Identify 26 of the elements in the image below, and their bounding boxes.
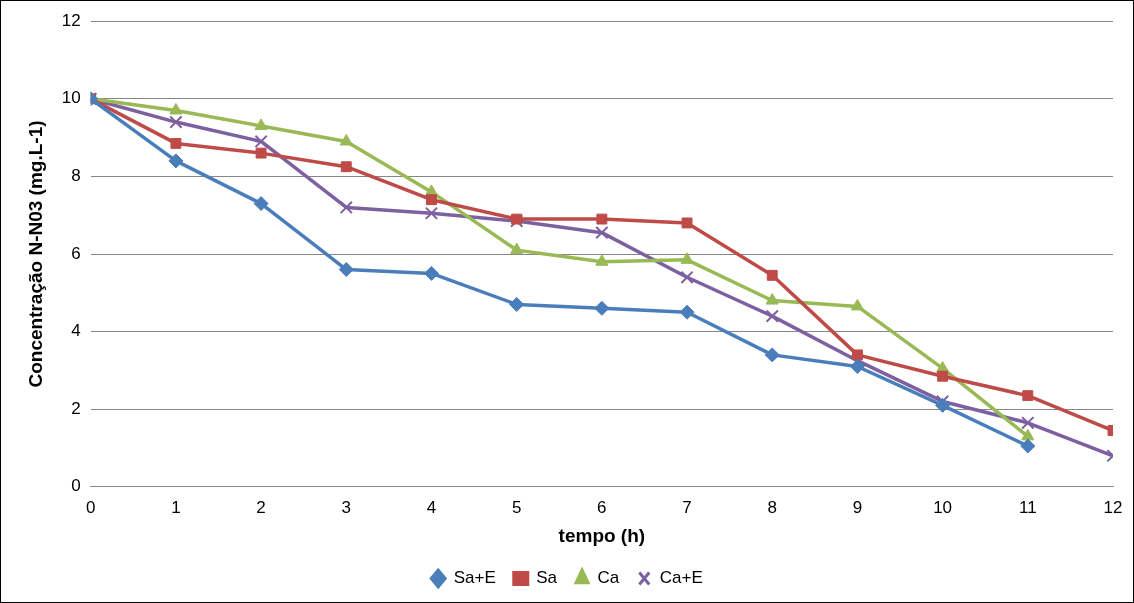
y-tick-label: 0 [71,476,81,496]
x-tick-label: 9 [852,497,863,517]
legend-label: Ca+E [659,568,703,588]
x-tick-label: 12 [1103,497,1123,517]
y-tick-label: 4 [71,321,81,341]
y-tick-label: 8 [71,166,81,186]
x-tick-label: 8 [767,497,777,517]
y-tick-label: 6 [71,243,81,263]
x-tick-label: 4 [426,497,437,517]
x-tick-label: 10 [933,497,953,517]
x-tick-label: 1 [171,497,181,517]
y-tick-label: 12 [61,10,81,30]
x-tick-label: 6 [597,497,607,517]
x-tick-label: 7 [682,497,692,517]
x-tick-label: 0 [85,497,96,517]
legend-label: Sa [536,568,558,588]
legend-label: Ca [597,568,620,588]
x-tick-label: 2 [256,497,266,517]
x-axis-title: tempo (h) [558,524,646,546]
y-tick-label: 10 [61,88,81,108]
x-tick-label: 3 [341,497,352,517]
y-axis-title: Concentração N-N03 (mg.L-1) [24,120,46,388]
x-tick-label: 11 [1018,497,1037,517]
y-tick-label: 2 [71,398,81,418]
x-tick-label: 5 [511,497,522,517]
legend-label: Sa+E [453,568,496,588]
